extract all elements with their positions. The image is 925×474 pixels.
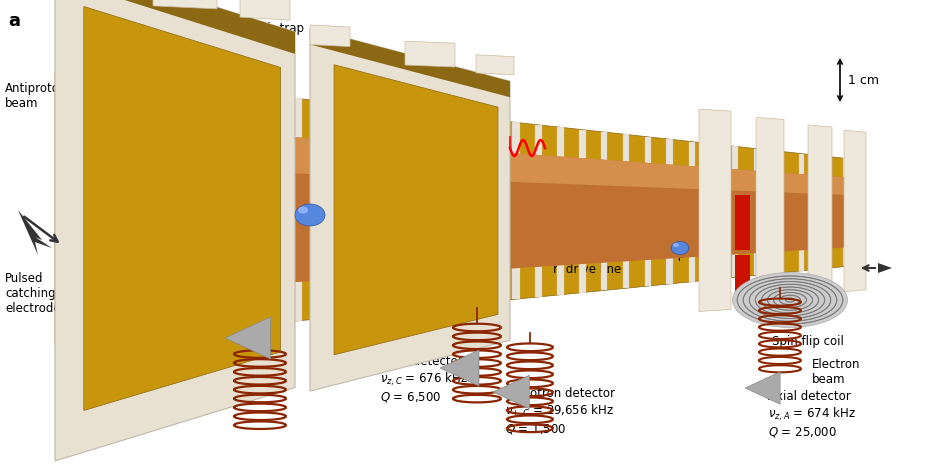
Text: Cyclotron detector
$\nu_{+,C}$ = 29,656 kHz
$Q$ = 1,500: Cyclotron detector $\nu_{+,C}$ = 29,656 … [505,387,615,436]
Polygon shape [776,151,782,273]
Polygon shape [808,125,832,297]
Polygon shape [745,372,780,404]
Polygon shape [493,375,529,409]
Polygon shape [204,89,215,329]
Polygon shape [476,55,514,75]
Polygon shape [270,96,280,323]
Text: Analysis trap: Analysis trap [734,285,811,298]
Polygon shape [820,156,826,269]
Polygon shape [600,132,608,291]
Polygon shape [18,210,52,255]
Polygon shape [314,101,324,319]
Polygon shape [843,158,847,266]
Ellipse shape [671,241,689,255]
Polygon shape [735,195,750,250]
Polygon shape [447,115,455,306]
Polygon shape [667,139,672,284]
Polygon shape [844,130,866,292]
Text: Spin flip coil: Spin flip coil [772,335,844,348]
Polygon shape [645,137,651,286]
Text: Comagnetometer trap
rf drive line: Comagnetometer trap rf drive line [553,248,685,276]
Text: a: a [8,12,20,30]
Polygon shape [55,120,860,297]
Polygon shape [557,127,564,295]
Polygon shape [153,0,217,9]
Text: 1 cm: 1 cm [848,73,879,86]
Polygon shape [310,28,510,391]
Polygon shape [878,263,892,273]
Polygon shape [161,84,171,334]
Polygon shape [623,135,629,288]
Polygon shape [798,154,804,271]
Ellipse shape [298,207,308,213]
Polygon shape [402,110,411,310]
Polygon shape [468,118,476,303]
Polygon shape [55,0,295,54]
Ellipse shape [733,273,847,328]
Polygon shape [240,0,290,20]
Polygon shape [425,113,433,308]
Polygon shape [55,0,295,461]
Polygon shape [292,99,302,321]
Polygon shape [55,120,860,195]
Polygon shape [310,28,510,97]
Polygon shape [94,77,105,340]
Text: Antiproton
beam: Antiproton beam [5,82,68,110]
Text: Reservoir trap: Reservoir trap [220,22,304,35]
Polygon shape [227,91,237,328]
Polygon shape [380,108,389,312]
Text: Axial detector
$\nu_{z,A}$ = 674 kHz
$Q$ = 25,000: Axial detector $\nu_{z,A}$ = 674 kHz $Q$… [768,390,856,439]
Polygon shape [55,120,860,297]
Text: Pulsed
catching
electrode: Pulsed catching electrode [5,272,61,315]
Polygon shape [755,149,760,275]
Polygon shape [139,82,149,336]
Ellipse shape [295,204,325,226]
Polygon shape [84,7,280,410]
Polygon shape [55,72,860,345]
Text: Axial detector
$\nu_{z,C}$ = 676 kHz
$Q$ = 6,500: Axial detector $\nu_{z,C}$ = 676 kHz $Q$… [380,355,468,404]
Polygon shape [535,125,542,297]
Polygon shape [440,350,479,386]
Text: Static
catching
electrode: Static catching electrode [356,310,412,353]
Text: Axial detector
$\nu_{z,R}$ = 798 kHz
$Q$ = 20,000: Axial detector $\nu_{z,R}$ = 798 kHz $Q$… [148,340,236,389]
Polygon shape [578,129,586,292]
Polygon shape [337,103,346,317]
Polygon shape [359,106,367,314]
Ellipse shape [673,243,679,247]
Text: Electron
beam: Electron beam [812,358,860,386]
Polygon shape [735,255,750,305]
Polygon shape [334,65,498,355]
Polygon shape [756,118,784,304]
Polygon shape [249,94,258,325]
Polygon shape [710,144,717,280]
Polygon shape [225,317,270,359]
Polygon shape [733,146,738,277]
Polygon shape [699,109,731,311]
Polygon shape [512,122,520,299]
Polygon shape [405,41,455,67]
Polygon shape [182,86,192,332]
Polygon shape [310,25,350,46]
Polygon shape [688,142,695,282]
Polygon shape [117,79,128,338]
Polygon shape [490,120,499,301]
